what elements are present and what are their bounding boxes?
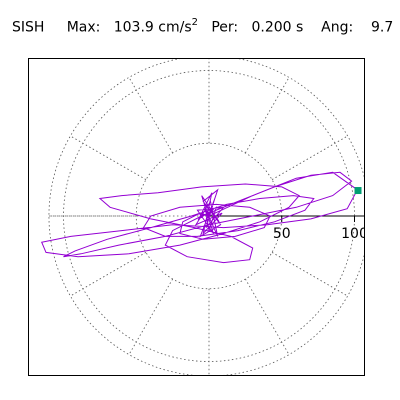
period-label: Per:	[211, 19, 239, 36]
radial-tick-label-100: 100	[341, 226, 364, 242]
grid-spoke-330	[271, 252, 348, 297]
max-value: 103.9 cm/s	[113, 19, 192, 36]
grid-spoke-300	[245, 278, 290, 355]
max-marker	[354, 187, 362, 195]
period-value: 0.200 s	[251, 19, 304, 36]
station-code: SISH	[12, 19, 45, 36]
motion-trace	[41, 171, 359, 264]
grid-spoke-210	[70, 252, 147, 297]
grid-spoke-30	[271, 135, 348, 180]
angle-label: Ang:	[321, 19, 354, 36]
grid-spoke-150	[70, 135, 147, 180]
grid-spoke-60	[245, 77, 290, 154]
grid-spoke-240	[128, 278, 173, 355]
max-label: Max:	[66, 19, 101, 36]
angle-value: 9.7	[371, 19, 394, 36]
max-unit-exponent: 2	[191, 17, 198, 28]
plot-frame: 50 100	[28, 58, 365, 376]
grid-spoke-120	[128, 77, 173, 154]
radial-tick-label-50: 50	[273, 226, 291, 242]
polar-plot: 50 100	[41, 59, 364, 375]
chart-title: SISH Max: 103.9 cm/s2 Per: 0.200 s Ang: …	[12, 17, 394, 36]
